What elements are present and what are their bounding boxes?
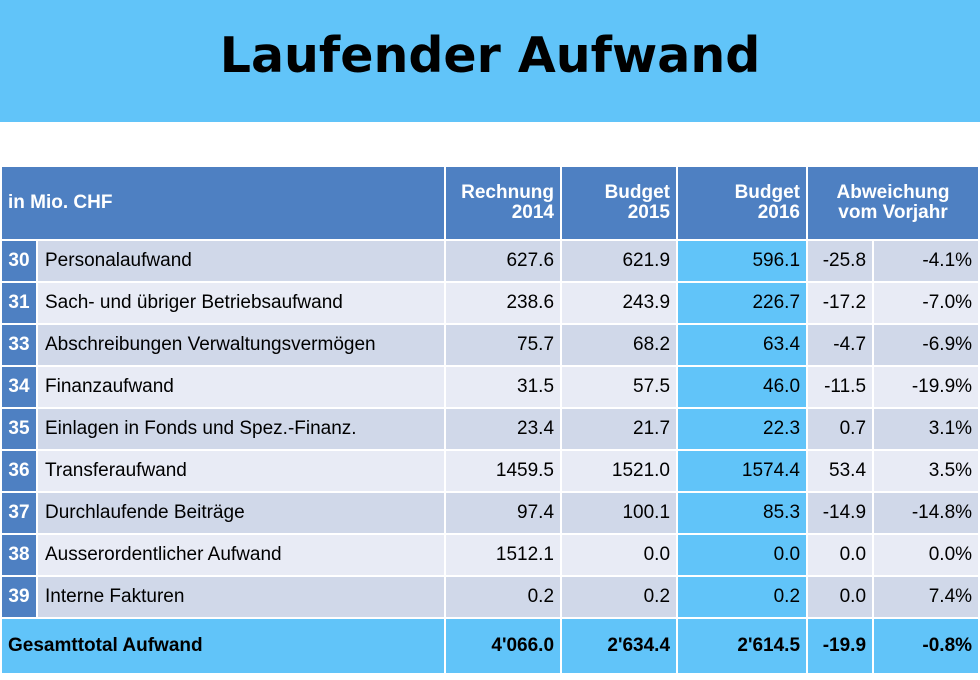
table-row: 31 Sach- und übriger Betriebsaufwand 238… [2, 283, 979, 325]
total-budget-2015: 2'634.4 [562, 619, 679, 675]
row-deviation-pct: 7.4% [874, 577, 979, 619]
row-code: 36 [2, 451, 38, 493]
row-budget-2015: 1521.0 [562, 451, 679, 493]
row-rechnung-2014: 75.7 [446, 325, 563, 367]
row-rechnung-2014: 238.6 [446, 283, 563, 325]
row-budget-2015: 243.9 [562, 283, 679, 325]
row-deviation-pct: 3.5% [874, 451, 979, 493]
row-deviation-abs: -11.5 [808, 367, 875, 409]
col-header-budget-2016: Budget 2016 [678, 167, 809, 241]
row-rechnung-2014: 97.4 [446, 493, 563, 535]
table-header-row: in Mio. CHF Rechnung 2014 Budget 2015 Bu… [2, 167, 979, 241]
table-row: 34 Finanzaufwand 31.5 57.5 46.0 -11.5 -1… [2, 367, 979, 409]
row-budget-2015: 0.0 [562, 535, 679, 577]
col-header-rechnung-2014: Rechnung 2014 [446, 167, 563, 241]
row-code: 37 [2, 493, 38, 535]
row-deviation-pct: -14.8% [874, 493, 979, 535]
row-label: Transferaufwand [38, 451, 447, 493]
row-deviation-pct: -19.9% [874, 367, 979, 409]
row-budget-2016: 46.0 [678, 367, 809, 409]
row-rechnung-2014: 0.2 [446, 577, 563, 619]
table-row: 38 Ausserordentlicher Aufwand 1512.1 0.0… [2, 535, 979, 577]
table-row: 39 Interne Fakturen 0.2 0.2 0.2 0.0 7.4% [2, 577, 979, 619]
row-label: Ausserordentlicher Aufwand [38, 535, 447, 577]
row-code: 33 [2, 325, 38, 367]
row-deviation-pct: -7.0% [874, 283, 979, 325]
row-rechnung-2014: 31.5 [446, 367, 563, 409]
row-code: 39 [2, 577, 38, 619]
row-rechnung-2014: 23.4 [446, 409, 563, 451]
row-code: 31 [2, 283, 38, 325]
row-deviation-abs: 0.7 [808, 409, 875, 451]
row-deviation-abs: 0.0 [808, 577, 875, 619]
total-row: Gesamttotal Aufwand 4'066.0 2'634.4 2'61… [2, 619, 979, 675]
row-deviation-pct: 0.0% [874, 535, 979, 577]
row-budget-2016: 596.1 [678, 241, 809, 283]
row-rechnung-2014: 1512.1 [446, 535, 563, 577]
total-label: Gesamttotal Aufwand [2, 619, 447, 675]
row-budget-2015: 621.9 [562, 241, 679, 283]
row-label: Finanzaufwand [38, 367, 447, 409]
expense-table: in Mio. CHF Rechnung 2014 Budget 2015 Bu… [2, 167, 979, 675]
col-header-budget-2015: Budget 2015 [562, 167, 679, 241]
row-label: Abschreibungen Verwaltungsvermögen [38, 325, 447, 367]
row-budget-2015: 0.2 [562, 577, 679, 619]
row-budget-2016: 85.3 [678, 493, 809, 535]
row-deviation-abs: 0.0 [808, 535, 875, 577]
row-deviation-pct: -4.1% [874, 241, 979, 283]
row-budget-2016: 226.7 [678, 283, 809, 325]
row-code: 30 [2, 241, 38, 283]
row-deviation-abs: -17.2 [808, 283, 875, 325]
row-deviation-pct: 3.1% [874, 409, 979, 451]
row-budget-2016: 63.4 [678, 325, 809, 367]
total-rechnung-2014: 4'066.0 [446, 619, 563, 675]
row-budget-2016: 0.2 [678, 577, 809, 619]
row-code: 35 [2, 409, 38, 451]
row-label: Interne Fakturen [38, 577, 447, 619]
row-rechnung-2014: 627.6 [446, 241, 563, 283]
table-row: 35 Einlagen in Fonds und Spez.-Finanz. 2… [2, 409, 979, 451]
row-budget-2015: 68.2 [562, 325, 679, 367]
table-row: 37 Durchlaufende Beiträge 97.4 100.1 85.… [2, 493, 979, 535]
row-budget-2015: 21.7 [562, 409, 679, 451]
row-deviation-abs: -25.8 [808, 241, 875, 283]
row-budget-2016: 0.0 [678, 535, 809, 577]
row-label: Einlagen in Fonds und Spez.-Finanz. [38, 409, 447, 451]
row-deviation-abs: 53.4 [808, 451, 875, 493]
row-label: Durchlaufende Beiträge [38, 493, 447, 535]
unit-header: in Mio. CHF [2, 167, 447, 241]
total-deviation-pct: -0.8% [874, 619, 979, 675]
row-deviation-pct: -6.9% [874, 325, 979, 367]
row-budget-2015: 57.5 [562, 367, 679, 409]
total-budget-2016: 2'614.5 [678, 619, 809, 675]
row-label: Sach- und übriger Betriebsaufwand [38, 283, 447, 325]
row-rechnung-2014: 1459.5 [446, 451, 563, 493]
row-label: Personalaufwand [38, 241, 447, 283]
row-budget-2016: 22.3 [678, 409, 809, 451]
table-row: 30 Personalaufwand 627.6 621.9 596.1 -25… [2, 241, 979, 283]
col-header-abweichung: Abweichung vom Vorjahr [808, 167, 979, 241]
row-deviation-abs: -14.9 [808, 493, 875, 535]
row-code: 34 [2, 367, 38, 409]
row-code: 38 [2, 535, 38, 577]
total-deviation-abs: -19.9 [808, 619, 875, 675]
row-budget-2016: 1574.4 [678, 451, 809, 493]
row-deviation-abs: -4.7 [808, 325, 875, 367]
page-title: Laufender Aufwand [219, 26, 761, 84]
row-budget-2015: 100.1 [562, 493, 679, 535]
table-row: 36 Transferaufwand 1459.5 1521.0 1574.4 … [2, 451, 979, 493]
title-banner: Laufender Aufwand [0, 0, 980, 122]
table-row: 33 Abschreibungen Verwaltungsvermögen 75… [2, 325, 979, 367]
